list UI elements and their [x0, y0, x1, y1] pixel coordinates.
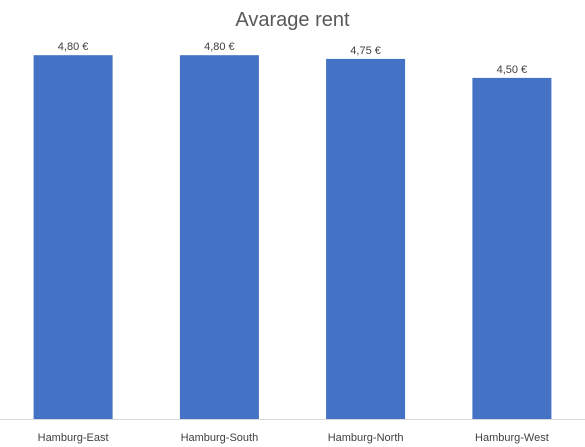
bar-hamburg-east — [33, 55, 113, 419]
data-label-hamburg-south: 4,80 € — [204, 41, 235, 53]
bar-hamburg-west — [472, 77, 552, 420]
bar-hamburg-south — [179, 55, 259, 419]
category-label-hamburg-east: Hamburg-East — [38, 432, 109, 444]
data-label-hamburg-west: 4,50 € — [497, 64, 528, 76]
bar-hamburg-north — [326, 58, 406, 420]
chart-title: Avarage rent — [235, 9, 350, 31]
category-label-hamburg-west: Hamburg-West — [475, 432, 549, 444]
bars-group — [33, 55, 552, 420]
category-label-hamburg-north: Hamburg-North — [328, 432, 404, 444]
category-label-hamburg-south: Hamburg-South — [181, 432, 259, 444]
data-label-hamburg-north: 4,75 € — [350, 45, 381, 57]
data-label-hamburg-east: 4,80 € — [58, 41, 89, 53]
labels-group: 4,80 € Hamburg-East 4,80 € Hamburg-South 4,7… — [38, 41, 549, 444]
